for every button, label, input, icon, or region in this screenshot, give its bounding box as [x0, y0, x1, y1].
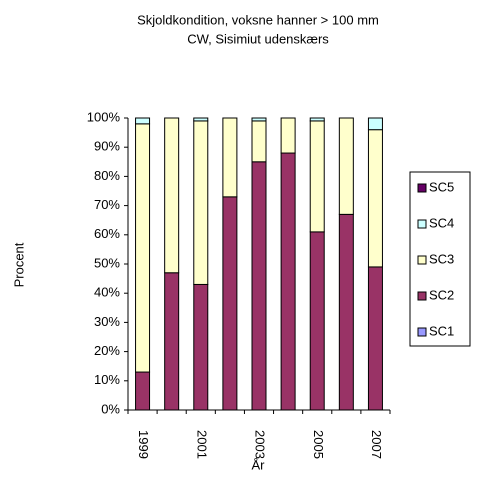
bar-segment — [193, 120, 209, 285]
bar-segment — [193, 117, 209, 122]
bar-segment — [164, 117, 180, 274]
legend-swatch — [417, 291, 427, 301]
chart-title: CW, Sisimiut udenskærs — [187, 31, 329, 46]
bar-segment — [309, 231, 325, 411]
y-tick-label: 0% — [101, 401, 120, 416]
bar-segment — [135, 123, 151, 373]
bar-segment — [338, 117, 354, 215]
legend-label: SC3 — [429, 251, 454, 266]
x-axis-label: År — [252, 457, 266, 472]
y-tick-label: 40% — [94, 285, 120, 300]
y-tick-label: 60% — [94, 226, 120, 241]
bar-segment — [367, 129, 383, 268]
bar-segment — [251, 120, 267, 163]
x-tick-label: 2007 — [369, 430, 384, 459]
y-tick-label: 20% — [94, 343, 120, 358]
legend-label: SC5 — [429, 179, 454, 194]
bar-segment — [135, 117, 151, 125]
chart-title: Skjoldkondition, voksne hanner > 100 mm — [137, 12, 379, 27]
bar-segment — [251, 161, 267, 411]
bar-segment — [367, 266, 383, 411]
y-tick-label: 90% — [94, 139, 120, 154]
legend-swatch — [417, 255, 427, 265]
legend-swatch — [417, 183, 427, 193]
bar-segment — [367, 117, 383, 131]
bar-segment — [222, 117, 238, 198]
y-tick-label: 70% — [94, 197, 120, 212]
y-tick-label: 30% — [94, 314, 120, 329]
x-tick-label: 1999 — [136, 430, 151, 459]
bar-segment — [135, 371, 151, 411]
bar-segment — [193, 283, 209, 411]
bar-segment — [309, 117, 325, 122]
legend-swatch — [417, 219, 427, 229]
bar-segment — [251, 117, 267, 122]
legend-label: SC1 — [429, 323, 454, 338]
legend-label: SC2 — [429, 287, 454, 302]
bar-segment — [309, 120, 325, 233]
y-tick-label: 100% — [87, 109, 121, 124]
bar-segment — [222, 196, 238, 411]
y-tick-label: 80% — [94, 168, 120, 183]
legend-swatch — [417, 327, 427, 337]
legend-label: SC4 — [429, 215, 454, 230]
bar-segment — [164, 272, 180, 411]
y-axis-label: Procent — [11, 242, 26, 287]
y-tick-label: 10% — [94, 372, 120, 387]
bar-segment — [280, 152, 296, 411]
x-tick-label: 2005 — [311, 430, 326, 459]
bar-segment — [338, 213, 354, 411]
y-tick-label: 50% — [94, 255, 120, 270]
bar-segment — [280, 117, 296, 154]
x-tick-label: 2003 — [253, 430, 268, 459]
x-tick-label: 2001 — [194, 430, 209, 459]
